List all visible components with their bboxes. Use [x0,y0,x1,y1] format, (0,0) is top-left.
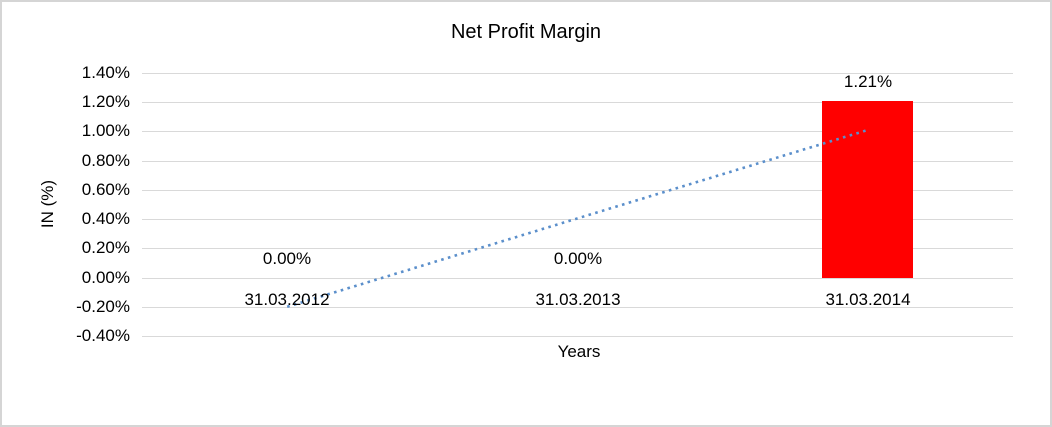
y-tick-label: 1.40% [81,63,130,82]
chart-title: Net Profit Margin [450,21,602,43]
data-label: 0.00% [262,249,312,268]
y-tick-label: 0.00% [81,268,130,287]
y-tick-label: 1.00% [81,121,130,140]
x-axis-title: Years [557,342,601,361]
x-category-label: 31.03.2013 [535,290,621,309]
gridline [142,102,1013,103]
gridline [142,73,1013,74]
y-tick-label: 0.80% [81,151,130,170]
gridline [142,336,1013,337]
data-label: 1.21% [843,72,893,91]
y-tick-label: 1.20% [81,92,130,111]
y-tick-label: 0.40% [81,209,130,228]
data-label: 0.00% [553,249,603,268]
x-category-label: 31.03.2014 [825,290,911,309]
x-category-label: 31.03.2012 [244,290,330,309]
y-tick-label: -0.20% [76,297,130,316]
y-tick-label: -0.40% [76,326,130,345]
bar-31.03.2014 [822,101,913,278]
y-tick-label: 0.60% [81,180,130,199]
y-tick-label: 0.20% [81,238,130,257]
gridline [142,278,1013,279]
